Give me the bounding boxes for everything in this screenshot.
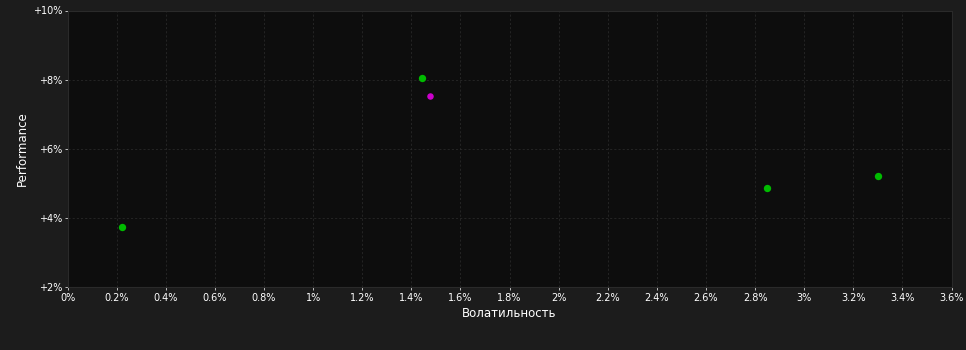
X-axis label: Волатильность: Волатильность [463, 307, 556, 320]
Y-axis label: Performance: Performance [15, 111, 29, 186]
Point [422, 93, 438, 99]
Point [114, 224, 129, 229]
Point [870, 173, 886, 178]
Point [759, 185, 775, 191]
Point [414, 75, 430, 81]
